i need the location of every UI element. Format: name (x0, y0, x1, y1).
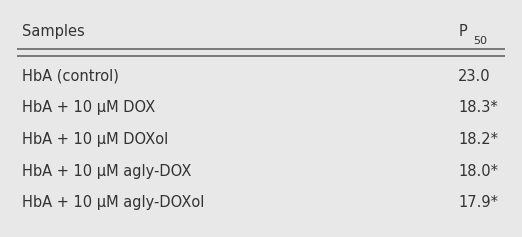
Text: HbA + 10 μM agly-DOXol: HbA + 10 μM agly-DOXol (22, 195, 205, 210)
Text: HbA + 10 μM DOX: HbA + 10 μM DOX (22, 100, 156, 115)
Text: Samples: Samples (22, 24, 85, 39)
Text: 18.0*: 18.0* (458, 164, 499, 179)
Text: P: P (458, 24, 467, 39)
Text: HbA (control): HbA (control) (22, 69, 119, 84)
Text: HbA + 10 μM agly-DOX: HbA + 10 μM agly-DOX (22, 164, 192, 179)
Text: HbA + 10 μM DOXol: HbA + 10 μM DOXol (22, 132, 169, 147)
Text: 23.0: 23.0 (458, 69, 491, 84)
Text: 18.3*: 18.3* (458, 100, 498, 115)
Text: 17.9*: 17.9* (458, 195, 499, 210)
Text: 18.2*: 18.2* (458, 132, 499, 147)
Text: 50: 50 (473, 36, 487, 46)
